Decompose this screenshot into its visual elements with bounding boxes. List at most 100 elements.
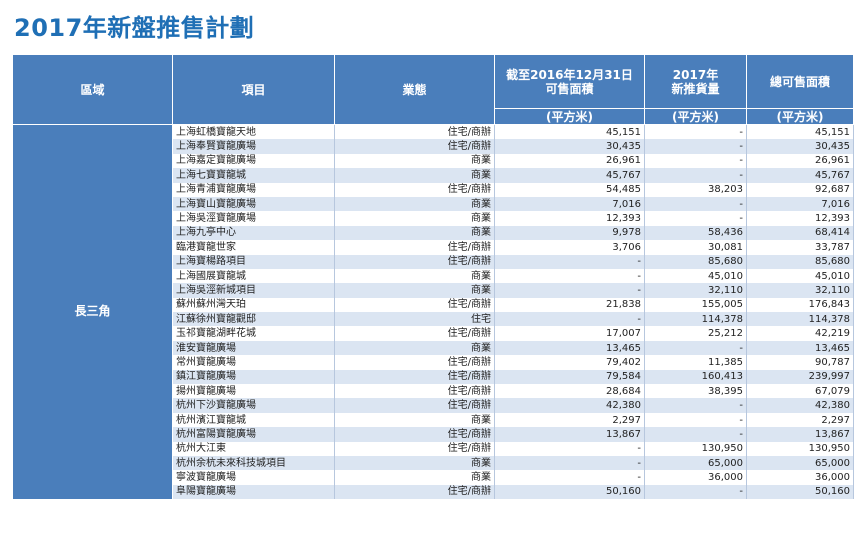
project-cell: 臨港寶龍世家: [172, 240, 335, 255]
new-supply-cell: 36,000: [644, 470, 747, 485]
type-cell: 商業: [334, 283, 495, 298]
header-type: 業態: [334, 54, 495, 125]
table-row: 杭州濱江寶龍城 商業 2,297-2,297: [13, 412, 854, 428]
total-cell: 65,000: [746, 455, 854, 471]
total-cell: 32,110: [746, 283, 854, 298]
table-row: 杭州富陽寶龍廣場 住宅/商辦 13,867-13,867: [13, 427, 854, 442]
type-cell: 住宅/商辦: [334, 139, 495, 154]
total-cell: 239,997: [746, 369, 854, 385]
project-cell: 鎮江寶龍廣場: [172, 369, 335, 385]
total-cell: 13,465: [746, 340, 854, 356]
type-cell: 住宅/商辦: [334, 297, 495, 313]
total-cell: 12,393: [746, 211, 854, 226]
total-cell: 42,219: [746, 326, 854, 341]
available-cell: 28,684: [494, 384, 645, 399]
project-cell: 江蘇徐州寶龍觀邸: [172, 312, 335, 327]
type-cell: 住宅/商辦: [334, 484, 495, 500]
project-cell: 杭州濱江寶龍城: [172, 412, 335, 428]
available-cell: 54,485: [494, 182, 645, 197]
table-row: 上海吳涇寶龍廣場 商業 12,393-12,393: [13, 211, 854, 226]
type-cell: 住宅/商辦: [334, 384, 495, 399]
total-cell: 67,079: [746, 384, 854, 399]
project-cell: 上海國展寶龍城: [172, 268, 335, 284]
new-supply-cell: 30,081: [644, 240, 747, 255]
available-cell: 13,867: [494, 427, 645, 442]
project-cell: 上海青浦寶龍廣場: [172, 182, 335, 197]
table-row: 淮安寶龍廣場 商業 13,465-13,465: [13, 340, 854, 356]
table-row: 蘇州蘇州灣天珀 住宅/商辦 21,838 155,005 176,843: [13, 297, 854, 313]
new-supply-cell: 45,010: [644, 268, 747, 284]
header-available: 截至2016年12月31日 可售面積: [494, 54, 645, 109]
header-new-supply-line1: 2017年: [672, 67, 719, 82]
table-row: 常州寶龍廣場 住宅/商辦 79,402 11,385 90,787: [13, 355, 854, 370]
total-cell: 68,414: [746, 225, 854, 241]
new-supply-cell: -: [644, 340, 747, 356]
total-cell: 45,151: [746, 124, 854, 140]
total-cell: 36,000: [746, 470, 854, 485]
total-cell: 33,787: [746, 240, 854, 255]
table-row: 上海奉賢寶龍廣場 住宅/商辦 30,435-30,435: [13, 139, 854, 154]
project-cell: 杭州大江東: [172, 441, 335, 456]
project-cell: 上海七寶寶龍城: [172, 168, 335, 183]
available-cell: 42,380: [494, 398, 645, 413]
sales-plan-table: 區域 項目 業態 截至2016年12月31日 可售面積 2017年 新推貨量 總…: [12, 54, 854, 500]
available-cell: -: [494, 312, 645, 327]
available-cell: 3,706: [494, 240, 645, 255]
region-cell: 長三角: [12, 124, 173, 500]
table-row: 長三角 上海虹橋寶龍天地 住宅/商辦 45,151-45,151: [12, 124, 854, 500]
new-supply-cell: 38,395: [644, 384, 747, 399]
table-row: 上海國展寶龍城 商業 -45,010 45,010: [13, 268, 854, 284]
header-project: 項目: [172, 54, 335, 125]
type-cell: 住宅/商辦: [334, 240, 495, 255]
type-cell: 商業: [334, 225, 495, 241]
total-cell: 176,843: [746, 297, 854, 313]
available-cell: 50,160: [494, 484, 645, 500]
total-cell: 45,010: [746, 268, 854, 284]
total-cell: 13,867: [746, 427, 854, 442]
type-cell: 商業: [334, 268, 495, 284]
type-cell: 商業: [334, 168, 495, 183]
type-cell: 商業: [334, 211, 495, 226]
new-supply-cell: 155,005: [644, 297, 747, 313]
table-row: 鎮江寶龍廣場 住宅/商辦 79,584 160,413 239,997: [13, 369, 854, 385]
table-row: 臨港寶龍世家 住宅/商辦 3,706 30,081 33,787: [13, 240, 854, 255]
available-cell: 21,838: [494, 297, 645, 313]
new-supply-cell: 38,203: [644, 182, 747, 197]
project-cell: 上海寶山寶龍廣場: [172, 196, 335, 212]
project-cell: 阜陽寶龍廣場: [172, 484, 335, 500]
project-cell: 玉祁寶龍湖畔花城: [172, 326, 335, 341]
total-cell: 90,787: [746, 355, 854, 370]
available-cell: 17,007: [494, 326, 645, 341]
table-row: 上海青浦寶龍廣場 住宅/商辦 54,485 38,203 92,687: [13, 182, 854, 197]
available-cell: 79,402: [494, 355, 645, 370]
project-cell: 上海虹橋寶龍天地: [172, 124, 335, 140]
new-supply-cell: 11,385: [644, 355, 747, 370]
new-supply-cell: 65,000: [644, 455, 747, 471]
new-supply-cell: -: [644, 427, 747, 442]
table-row: 杭州大江東 住宅/商辦 -130,950 130,950: [13, 441, 854, 456]
type-cell: 住宅/商辦: [334, 124, 495, 140]
project-cell: 上海嘉定寶龍廣場: [172, 153, 335, 169]
new-supply-cell: -: [644, 153, 747, 169]
type-cell: 商業: [334, 153, 495, 169]
type-cell: 住宅/商辦: [334, 326, 495, 341]
total-cell: 85,680: [746, 254, 854, 269]
project-cell: 上海奉賢寶龍廣場: [172, 139, 335, 154]
type-cell: 住宅: [334, 312, 495, 327]
available-cell: -: [494, 441, 645, 456]
total-cell: 45,767: [746, 168, 854, 183]
type-cell: 住宅/商辦: [334, 355, 495, 370]
total-cell: 92,687: [746, 182, 854, 197]
project-cell: 杭州富陽寶龍廣場: [172, 427, 335, 442]
type-cell: 住宅/商辦: [334, 254, 495, 269]
table-row: 杭州余杭未來科技城項目 商業 -65,000 65,000: [13, 455, 854, 471]
table-row: 上海九亭中心 商業 9,978 58,436 68,414: [13, 225, 854, 241]
type-cell: 住宅/商辦: [334, 427, 495, 442]
available-cell: 12,393: [494, 211, 645, 226]
new-supply-cell: 160,413: [644, 369, 747, 385]
project-cell: 上海寶楊路項目: [172, 254, 335, 269]
new-supply-cell: -: [644, 196, 747, 212]
table-row: 上海寶楊路項目 住宅/商辦 -85,680 85,680: [13, 254, 854, 269]
table-row: 玉祁寶龍湖畔花城 住宅/商辦 17,007 25,212 42,219: [13, 326, 854, 341]
type-cell: 商業: [334, 470, 495, 485]
